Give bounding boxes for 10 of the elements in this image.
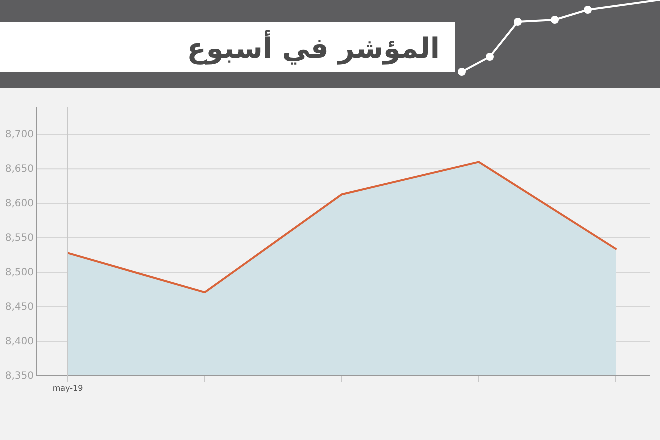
y-tick-label: 8,450: [5, 302, 34, 314]
y-tick-label: 8,550: [5, 233, 34, 244]
y-tick-label: 8,400: [5, 336, 34, 348]
x-tick-label: may-19: [52, 384, 84, 393]
y-tick-label: 8,650: [5, 164, 34, 176]
y-tick-label: 8,500: [5, 268, 34, 279]
y-tick-label: 8,350: [5, 371, 34, 382]
y-tick-label: 8,600: [5, 198, 34, 210]
chart-title: المؤشر في أسبوع: [187, 30, 440, 65]
y-tick-label: 8,700: [5, 130, 34, 141]
